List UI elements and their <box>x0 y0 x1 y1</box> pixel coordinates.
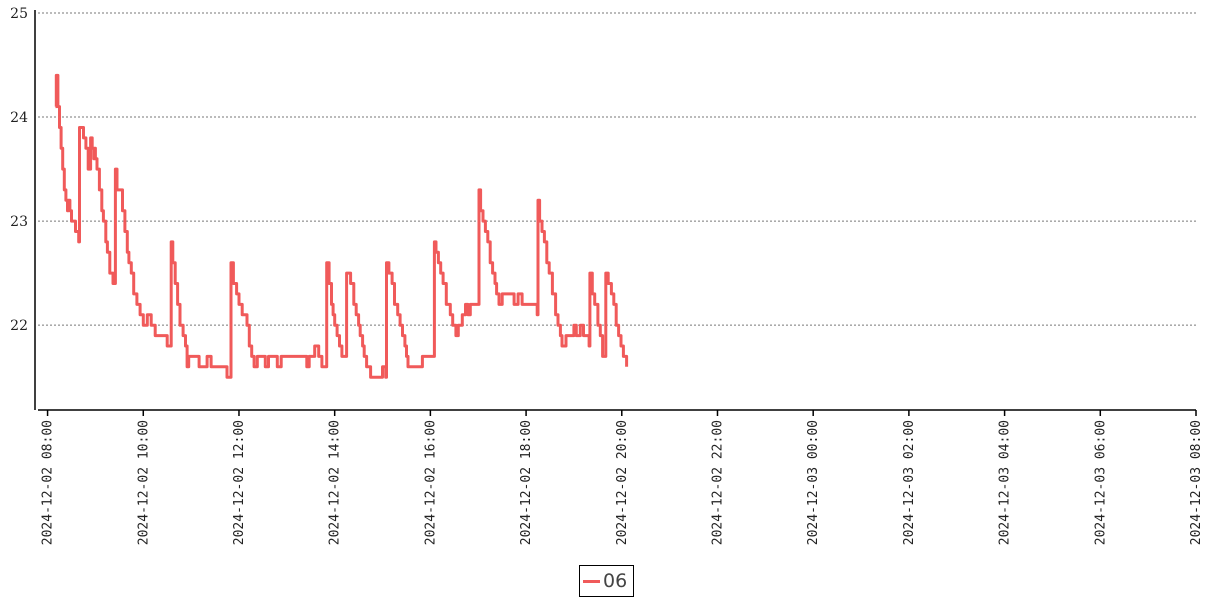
x-tick-label: 2024-12-03 00:00 <box>806 420 821 545</box>
x-tick-label: 2024-12-02 12:00 <box>232 420 247 545</box>
x-tick-label: 2024-12-02 18:00 <box>519 420 534 545</box>
y-tick-label: 25 <box>10 6 28 22</box>
y-tick-labels: 22 23 24 25 <box>10 6 28 334</box>
x-tick-label: 2024-12-02 14:00 <box>328 420 343 545</box>
x-tick-label: 2024-12-03 06:00 <box>1093 420 1108 545</box>
series-line <box>54 73 629 379</box>
x-tick-label: 2024-12-02 10:00 <box>136 420 151 545</box>
legend-label: 06 <box>603 570 628 592</box>
axes <box>34 10 1196 411</box>
series-lines <box>54 73 629 379</box>
x-tick-label: 2024-12-02 22:00 <box>710 420 725 545</box>
legend-swatch <box>583 579 600 583</box>
y-tick-label: 22 <box>10 318 28 334</box>
gridlines <box>38 12 1196 326</box>
x-tick-label: 2024-12-02 16:00 <box>423 420 438 545</box>
x-tick-label: 2024-12-03 04:00 <box>998 420 1013 545</box>
y-tick-label: 24 <box>10 110 28 126</box>
x-tick-label: 2024-12-03 02:00 <box>902 420 917 545</box>
x-tick-labels: 2024-12-02 08:00 2024-12-02 10:00 2024-12-… <box>41 410 1204 545</box>
x-tick-label: 2024-12-02 08:00 <box>41 420 56 545</box>
y-tick-label: 23 <box>10 214 28 230</box>
legend: 06 <box>579 565 635 597</box>
x-tick-label: 2024-12-02 20:00 <box>615 420 630 545</box>
x-tick-label: 2024-12-03 08:00 <box>1189 420 1204 545</box>
